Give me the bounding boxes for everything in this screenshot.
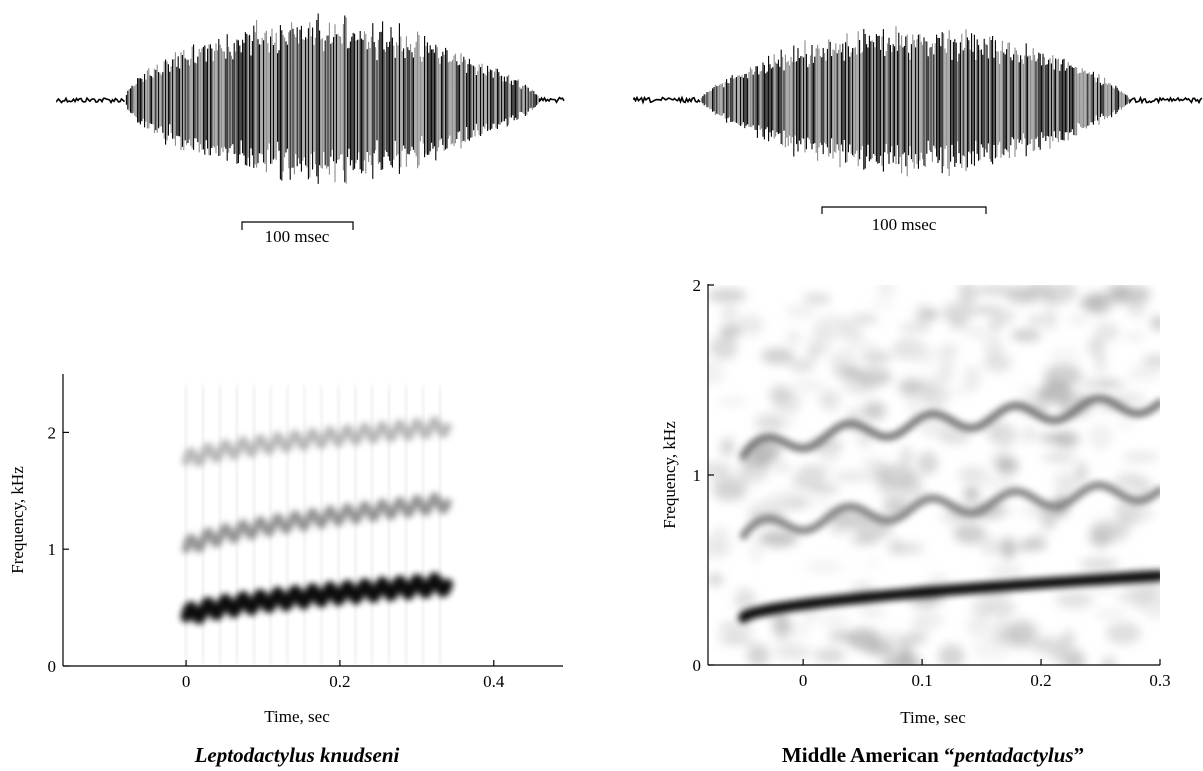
waveform-grey-strokes xyxy=(128,17,539,184)
y-tick-label: 2 xyxy=(693,276,702,295)
spectrogram-band-harmonic-2 xyxy=(739,481,1160,540)
waveform-dark-strokes xyxy=(125,13,540,184)
spectrogram-striation xyxy=(353,385,357,666)
waveform-baseline-start xyxy=(56,96,126,104)
x-tick-label: 0 xyxy=(182,672,191,691)
left-y-axis-label: Frequency, kHz xyxy=(8,466,27,574)
left-spectrogram-plot xyxy=(180,385,454,666)
right-x-axis-label: Time, sec xyxy=(900,708,966,727)
spectrogram-striation xyxy=(404,385,408,666)
spectrogram-striation xyxy=(370,385,374,666)
right-caption-species: pentadactylus xyxy=(953,743,1074,767)
x-tick-label: 0.2 xyxy=(1030,671,1051,690)
spectrogram-striation xyxy=(218,385,222,666)
waveform-dark-strokes xyxy=(702,29,1131,174)
spectrogram-band-harmonic-2 xyxy=(182,492,452,554)
left-x-axis-label: Time, sec xyxy=(264,707,330,726)
y-tick-label: 2 xyxy=(48,423,57,442)
left-caption: Leptodactylus knudseni xyxy=(194,743,400,767)
spectrogram-striation xyxy=(421,385,425,666)
right-spectrogram-axes: 0 0.1 0.2 0.3 0 1 2 xyxy=(693,276,1171,690)
right-waveform xyxy=(633,26,1203,177)
right-caption-suffix: ” xyxy=(1074,743,1085,767)
spectrogram-striation xyxy=(387,385,391,666)
waveform-baseline-end xyxy=(539,96,565,104)
spectrogram-band-harmonic-3 xyxy=(182,415,452,468)
right-oscillogram: 100 msec xyxy=(633,26,1203,234)
spectrogram-band-fundamental xyxy=(738,570,1160,623)
left-scale-bar-label: 100 msec xyxy=(265,227,330,246)
spectrogram-band-fundamental xyxy=(180,571,454,625)
right-scale-bar-label: 100 msec xyxy=(872,215,937,234)
x-tick-label: 0.2 xyxy=(329,672,350,691)
left-spectrogram: 0 0.2 0.4 0 1 2 Time, sec Frequency, kHz Lept… xyxy=(8,374,563,767)
x-tick-label: 0.1 xyxy=(911,671,932,690)
right-caption-prefix: Middle American “ xyxy=(782,743,955,767)
right-spectrogram: 0 0.1 0.2 0.3 0 1 2 Time, sec Frequency, kHz M… xyxy=(660,276,1171,767)
x-tick-label: 0 xyxy=(799,671,808,690)
waveform-grey-strokes xyxy=(700,26,1129,177)
spectrogram-band-harmonic-3 xyxy=(739,394,1160,460)
y-tick-label: 0 xyxy=(693,656,702,675)
y-tick-label: 1 xyxy=(48,540,57,559)
right-y-axis-label: Frequency, kHz xyxy=(660,421,679,529)
y-tick-label: 0 xyxy=(48,657,57,676)
left-oscillogram: 100 msec xyxy=(56,13,565,246)
right-spectrogram-plot xyxy=(708,285,1160,665)
right-caption: Middle American “pentadactylus” xyxy=(782,743,1084,767)
x-tick-label: 0.4 xyxy=(483,672,505,691)
y-tick-label: 1 xyxy=(693,466,702,485)
left-waveform xyxy=(56,13,565,184)
left-spectrogram-axes: 0 0.2 0.4 0 1 2 xyxy=(48,374,563,691)
x-tick-label: 0.3 xyxy=(1149,671,1170,690)
spectrogram-striation xyxy=(184,385,188,666)
waveform-baseline-start xyxy=(633,95,701,105)
waveform-baseline-end xyxy=(1129,95,1203,105)
right-scale-bar: 100 msec xyxy=(821,206,987,234)
left-scale-bar: 100 msec xyxy=(241,221,354,246)
spectrogram-striation xyxy=(438,385,442,666)
spectrogram-striation xyxy=(201,385,205,666)
